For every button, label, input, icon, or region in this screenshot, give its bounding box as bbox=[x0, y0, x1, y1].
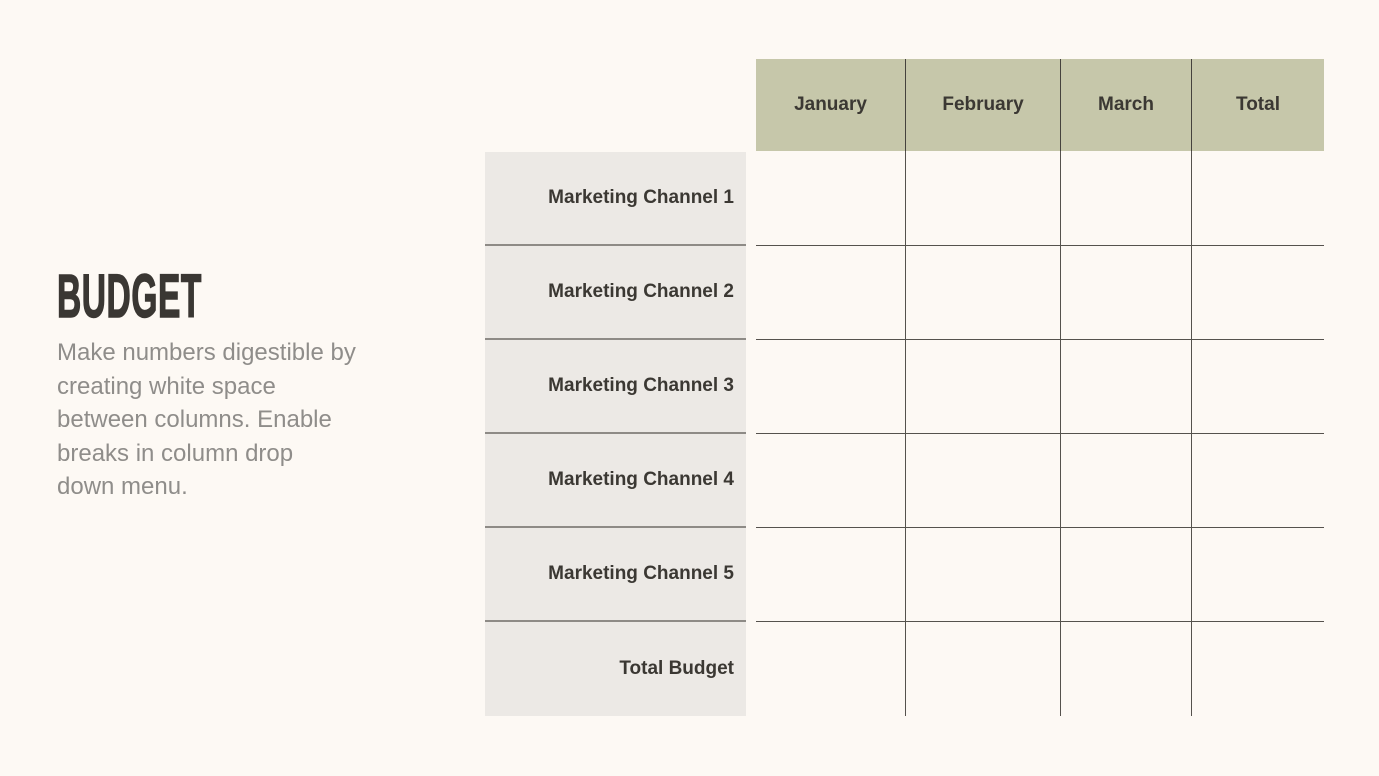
budget-cell[interactable] bbox=[1060, 434, 1191, 528]
budget-cell[interactable] bbox=[1191, 151, 1324, 246]
budget-cell[interactable] bbox=[905, 434, 1060, 528]
budget-cell[interactable] bbox=[1060, 151, 1191, 246]
budget-cell[interactable] bbox=[1191, 528, 1324, 622]
column-header-march: March bbox=[1060, 59, 1191, 151]
row-label-marketing-channel-4: Marketing Channel 4 bbox=[485, 434, 746, 528]
budget-data-grid bbox=[756, 151, 1324, 716]
page-title: BUDGET bbox=[57, 262, 202, 330]
description-line: Make numbers digestible by bbox=[57, 339, 356, 366]
budget-cell[interactable] bbox=[756, 246, 905, 340]
budget-cell[interactable] bbox=[1060, 246, 1191, 340]
column-header-total: Total bbox=[1191, 59, 1324, 151]
budget-cell[interactable] bbox=[756, 622, 905, 716]
budget-cell[interactable] bbox=[905, 622, 1060, 716]
budget-cell[interactable] bbox=[905, 340, 1060, 434]
description-line: down menu. bbox=[57, 473, 188, 500]
description-line: creating white space bbox=[57, 372, 276, 400]
row-label-total-budget: Total Budget bbox=[485, 622, 746, 716]
description-line: between columns. Enable bbox=[57, 406, 332, 433]
row-label-column: Marketing Channel 1 Marketing Channel 2 … bbox=[485, 152, 746, 716]
description-text: Make numbers digestible by creating whit… bbox=[57, 336, 397, 504]
budget-cell[interactable] bbox=[1191, 246, 1324, 340]
row-label-marketing-channel-1: Marketing Channel 1 bbox=[485, 152, 746, 246]
budget-cell[interactable] bbox=[756, 151, 905, 246]
description-line: breaks in column drop bbox=[57, 439, 294, 467]
title-block: BUDGET Make numbers digestible by creati… bbox=[57, 262, 417, 500]
budget-cell[interactable] bbox=[905, 246, 1060, 340]
budget-cell[interactable] bbox=[1060, 622, 1191, 716]
budget-cell[interactable] bbox=[756, 434, 905, 528]
column-header-january: January bbox=[794, 94, 867, 115]
row-label-marketing-channel-3: Marketing Channel 3 bbox=[485, 340, 746, 434]
column-header-february: February bbox=[905, 59, 1060, 151]
budget-cell[interactable] bbox=[905, 151, 1060, 246]
budget-cell[interactable] bbox=[756, 528, 905, 622]
table-header-row: January February March Total bbox=[756, 59, 1324, 151]
row-label-marketing-channel-2: Marketing Channel 2 bbox=[485, 246, 746, 340]
budget-cell[interactable] bbox=[1191, 434, 1324, 528]
budget-cell[interactable] bbox=[905, 528, 1060, 622]
budget-cell[interactable] bbox=[756, 340, 905, 434]
budget-cell[interactable] bbox=[1191, 340, 1324, 434]
row-label-marketing-channel-5: Marketing Channel 5 bbox=[485, 528, 746, 622]
budget-cell[interactable] bbox=[1191, 622, 1324, 716]
budget-cell[interactable] bbox=[1060, 528, 1191, 622]
budget-cell[interactable] bbox=[1060, 340, 1191, 434]
